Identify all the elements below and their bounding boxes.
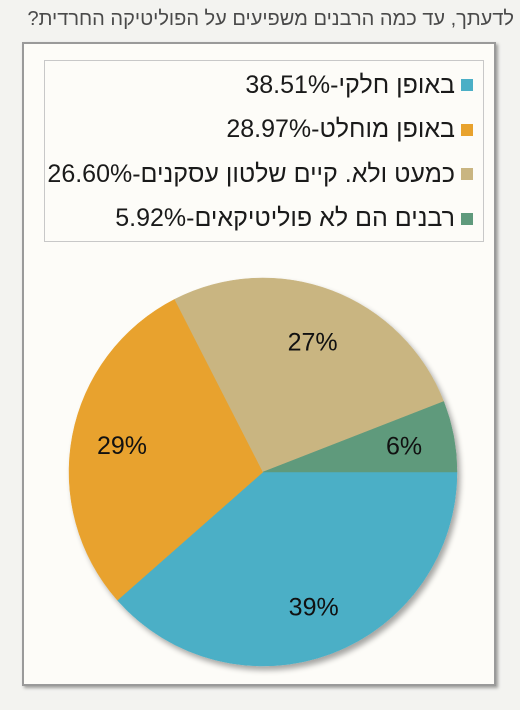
- pie-label-partial: 39%: [289, 593, 339, 621]
- pie-label-absolute: 29%: [97, 432, 147, 460]
- legend-label-partial: באופן חלקי-38.51%: [245, 70, 455, 99]
- poll-question: לדעתך, עד כמה הרבנים משפיעים על הפוליטיק…: [27, 8, 514, 30]
- legend-swatch-absolute: [461, 123, 473, 136]
- legend-item-absolute: באופן מוחלט-28.97%: [49, 108, 473, 153]
- legend-swatch-partial: [461, 79, 473, 92]
- pie-slice-not-politicians: [262, 401, 458, 473]
- pie-slice-partial: [117, 471, 458, 667]
- pie-chart: 39% 29% 27% 6%: [68, 277, 458, 667]
- pie-label-not-politicians: 6%: [386, 432, 422, 460]
- chart-panel: באופן חלקי-38.51% באופן מוחלט-28.97% כמע…: [22, 42, 496, 686]
- pie-label-barely: 27%: [288, 328, 338, 356]
- legend-item-barely: כמעט ולא. קיים שלטון עסקנים-26.60%: [47, 152, 473, 197]
- legend-item-not-politicians: רבנים הם לא פוליטיקאים-5.92%: [49, 197, 473, 242]
- legend-swatch-barely: [461, 168, 473, 181]
- legend-swatch-not-politicians: [461, 212, 473, 225]
- legend-item-partial: באופן חלקי-38.51%: [49, 63, 473, 108]
- legend-label-barely: כמעט ולא. קיים שלטון עסקנים-26.60%: [47, 159, 455, 188]
- pie-slice-absolute: [68, 298, 264, 601]
- pie-slice-barely: [174, 277, 445, 473]
- chart-legend: באופן חלקי-38.51% באופן מוחלט-28.97% כמע…: [44, 60, 484, 242]
- legend-label-not-politicians: רבנים הם לא פוליטיקאים-5.92%: [115, 204, 455, 233]
- legend-label-absolute: באופן מוחלט-28.97%: [226, 115, 455, 144]
